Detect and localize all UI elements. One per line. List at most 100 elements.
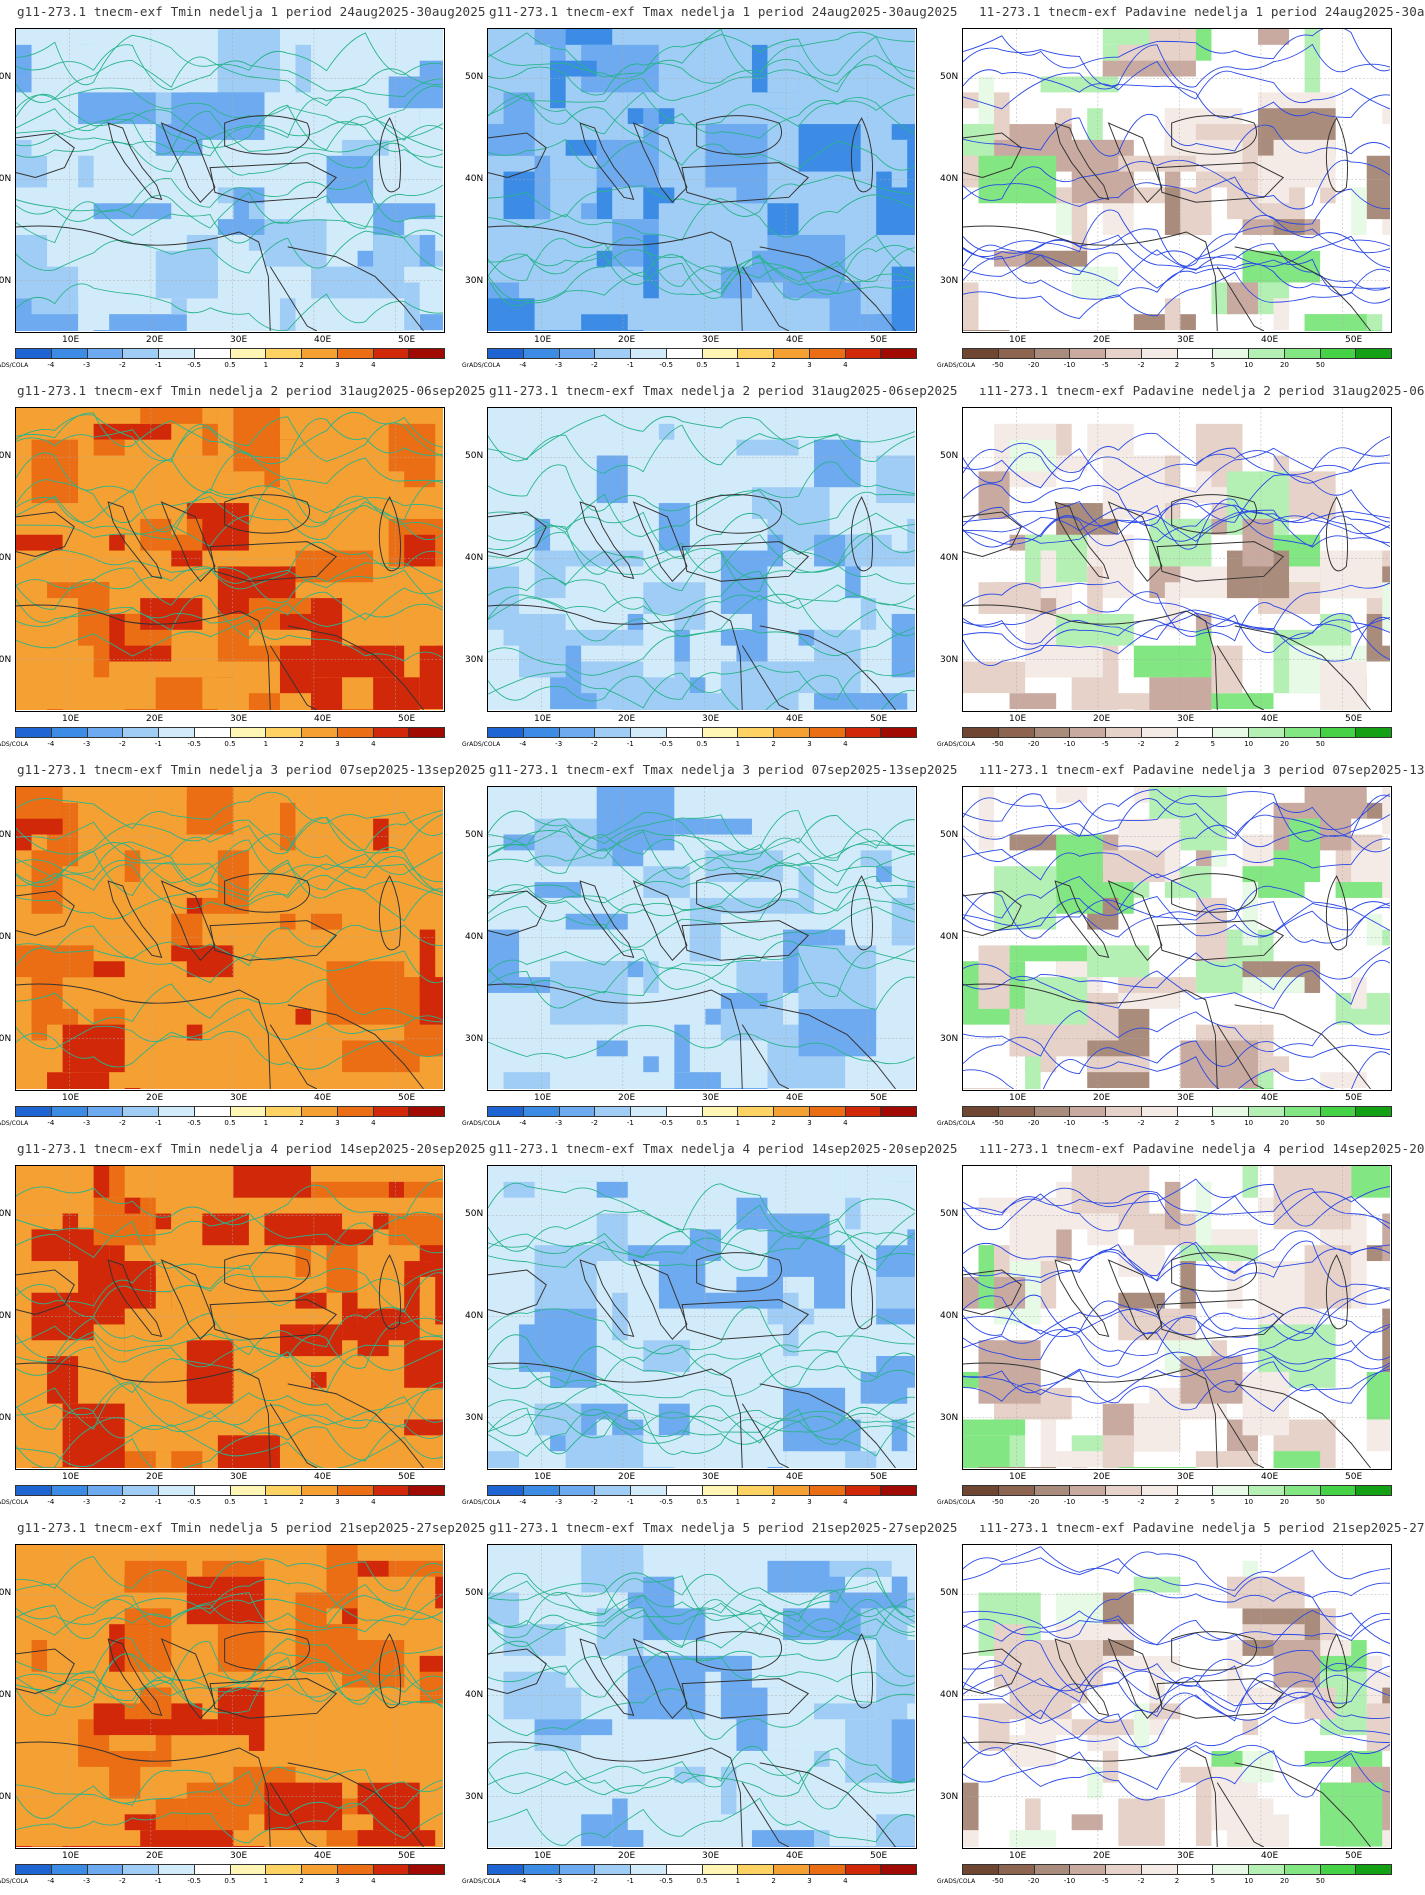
anomaly-cell xyxy=(62,408,79,440)
colorbar-tick-label: -0.5 xyxy=(659,1119,673,1127)
anomaly-cell xyxy=(1071,1166,1150,1214)
anomaly-cell xyxy=(907,818,915,867)
anomaly-cell xyxy=(388,1846,436,1847)
climatology-contour xyxy=(16,1396,443,1439)
coastline xyxy=(741,266,790,331)
longitude-label: 10E xyxy=(534,714,552,724)
colorbar-segment xyxy=(488,1486,524,1495)
coastline xyxy=(107,501,163,579)
colorbar-segment xyxy=(159,1107,195,1116)
colorbar-segment xyxy=(1356,1865,1391,1874)
anomaly-cell xyxy=(1195,897,1227,962)
colorbar-segment xyxy=(809,349,846,358)
colorbar-segment xyxy=(1213,728,1249,737)
longitude-label: 30E xyxy=(230,335,248,345)
coastline xyxy=(1054,501,1110,579)
latitude-label: 30N xyxy=(940,655,959,665)
anomaly-cell xyxy=(1382,787,1390,835)
anomaly-cell xyxy=(435,250,443,267)
coastline xyxy=(16,1362,271,1468)
longitude-label: 20E xyxy=(1093,714,1111,724)
anomaly-cell xyxy=(814,693,877,710)
temperature-colorbar xyxy=(487,1485,917,1496)
colorbar-segment xyxy=(998,1486,1035,1495)
colorbar-segment xyxy=(631,349,667,358)
coastline xyxy=(1234,246,1371,331)
anomaly-cell xyxy=(550,60,597,77)
colorbar-segment xyxy=(1177,1107,1214,1116)
tmin-anomaly-map xyxy=(15,407,445,712)
anomaly-cell xyxy=(1071,266,1119,299)
colorbar-tick-label: -1 xyxy=(626,1877,634,1885)
latitude-label: 40N xyxy=(940,1311,959,1321)
colorbar-segment xyxy=(559,349,596,358)
anomaly-cell xyxy=(264,1213,343,1246)
climatology-contour xyxy=(488,257,915,307)
latitude-label: 40N xyxy=(465,1690,484,1700)
anomaly-cell xyxy=(534,155,551,220)
colorbar-tick-label: 3 xyxy=(807,361,812,369)
climatology-contour xyxy=(488,414,915,462)
anomaly-cell xyxy=(963,1088,1010,1089)
colorbar-segment xyxy=(1141,1486,1178,1495)
climatology-contour xyxy=(963,1589,1390,1639)
anomaly-cell xyxy=(388,1213,443,1246)
anomaly-cell xyxy=(202,677,249,710)
coastline xyxy=(1325,496,1349,572)
anomaly-cell xyxy=(1320,187,1336,204)
colorbar-tick-label: 4 xyxy=(371,740,376,748)
colorbar-segment xyxy=(302,1107,338,1116)
colorbar-tick-label: 4 xyxy=(371,1877,376,1885)
longitude-label: 30E xyxy=(1177,1851,1195,1861)
latitude-label: 30N xyxy=(0,1034,12,1044)
anomaly-cell xyxy=(1025,1056,1041,1089)
colorbar-segment xyxy=(159,728,195,737)
anomaly-cell xyxy=(124,1671,203,1688)
climatology-contour xyxy=(16,619,443,662)
coastline xyxy=(107,122,163,200)
colorbar-segment xyxy=(51,728,88,737)
climatology-contour xyxy=(488,847,915,887)
colorbar-segment xyxy=(302,1865,338,1874)
climatology-contour xyxy=(16,1346,443,1394)
anomaly-cell xyxy=(47,709,63,710)
anomaly-cell xyxy=(373,234,405,299)
anomaly-cell xyxy=(1087,423,1134,456)
colorbar-tick-label: -20 xyxy=(1027,1498,1040,1506)
colorbar-tick-label: 10 xyxy=(1244,1498,1254,1506)
climatology-contour xyxy=(16,566,443,608)
anomaly-cell xyxy=(751,1608,784,1672)
colorbar-tick-label: 2 xyxy=(1174,1119,1180,1127)
climatology-contour xyxy=(488,865,915,917)
anomaly-cell xyxy=(845,1451,877,1468)
map-panel-tmax-week-2: g11-273.1 tnecm-exf Tmax nedelja 2 perio… xyxy=(462,379,958,758)
anomaly-cell xyxy=(798,1419,861,1452)
coastline xyxy=(696,1252,783,1292)
colorbar-tick-label: 0.5 xyxy=(224,1877,236,1885)
colorbar-segment xyxy=(87,1486,124,1495)
anomaly-cell xyxy=(581,645,659,662)
colorbar-tick-label: -4 xyxy=(519,1498,527,1506)
anomaly-cell xyxy=(860,598,877,630)
climatology-contour xyxy=(16,1556,443,1592)
anomaly-cell xyxy=(1087,1056,1150,1073)
longitude-label: 40E xyxy=(314,335,332,345)
climatology-contour xyxy=(488,490,915,537)
climatology-contour xyxy=(963,1365,1390,1412)
anomaly-cell xyxy=(643,1340,690,1372)
anomaly-cell xyxy=(62,44,141,93)
anomaly-cell xyxy=(217,1088,280,1089)
colorbar-segment xyxy=(230,1865,267,1874)
colorbar-segment xyxy=(738,1865,774,1874)
colorbar-tick-label: -1 xyxy=(154,740,162,748)
colorbar-segment xyxy=(738,1486,774,1495)
latitude-label: 30N xyxy=(940,276,959,286)
colorbar-tick-label: 2 xyxy=(771,1498,776,1506)
map-panel-tmin-week-5: g11-273.1 tnecm-exf Tmin nedelja 5 perio… xyxy=(0,1516,486,1895)
climatology-contour xyxy=(16,485,443,533)
colorbar-segment xyxy=(373,1486,410,1495)
climatology-contour xyxy=(488,1383,915,1423)
colorbar-segment xyxy=(409,1107,444,1116)
climatology-contour xyxy=(16,138,443,176)
coastline xyxy=(488,890,547,937)
